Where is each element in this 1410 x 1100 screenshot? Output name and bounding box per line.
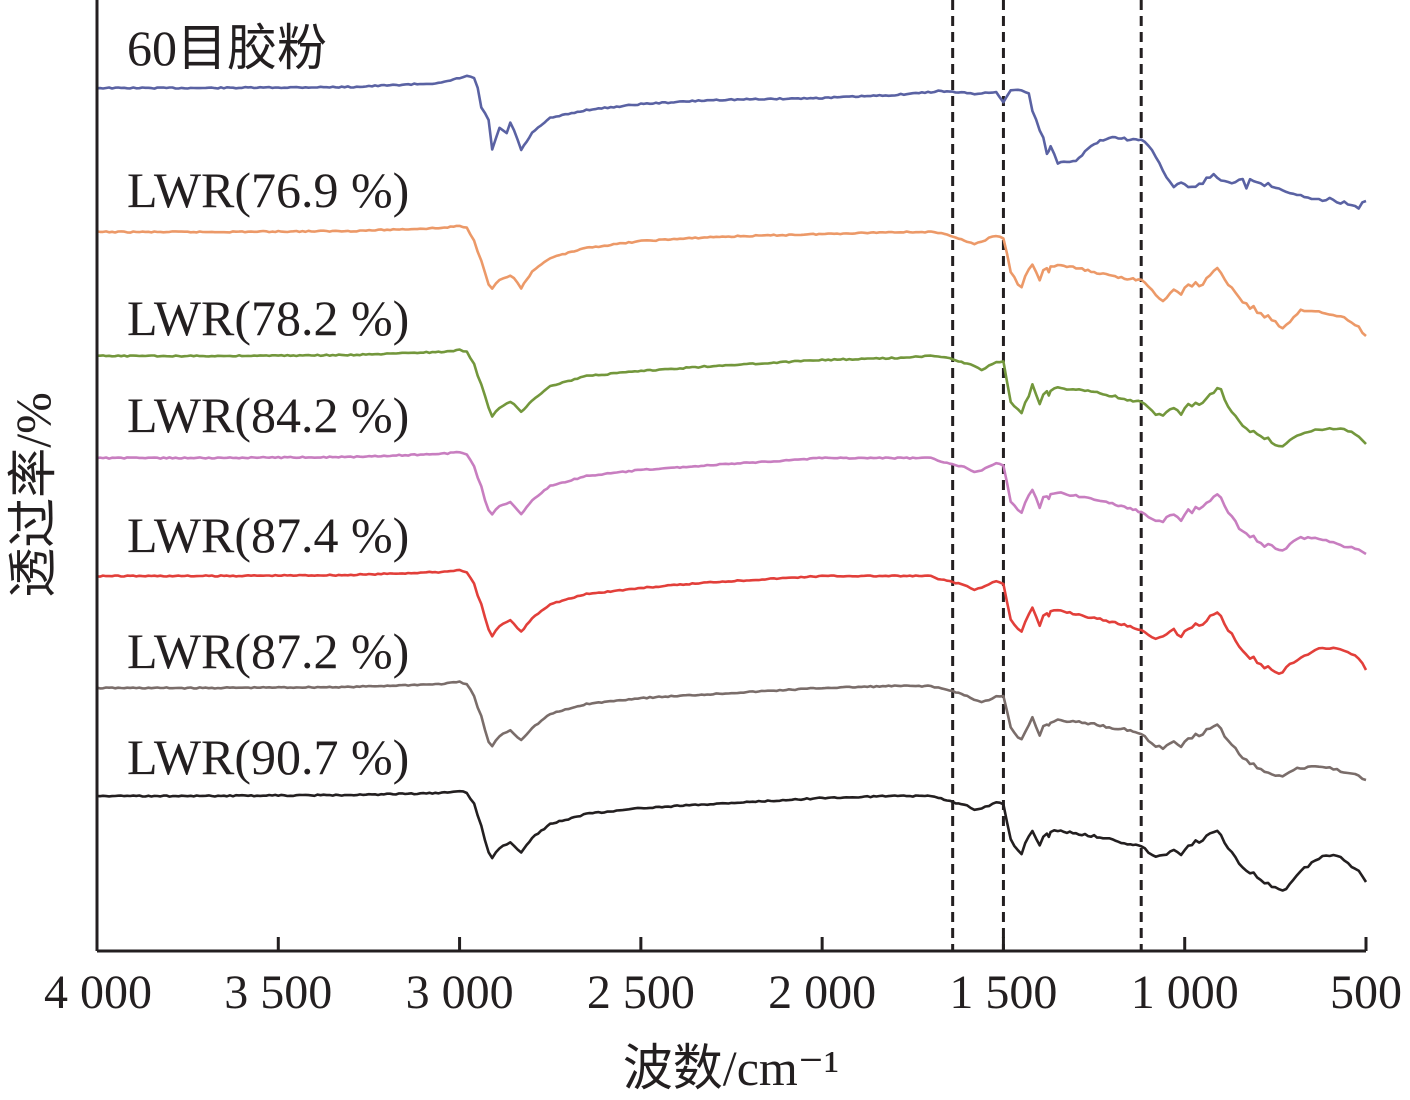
series-label-4: LWR(84.2 %) — [127, 387, 409, 443]
x-tick-label: 3 500 — [224, 966, 332, 1019]
series-line-6 — [96, 680, 1367, 782]
series-line-4 — [96, 450, 1367, 556]
x-tick-label: 4 000 — [44, 966, 152, 1019]
x-tick-label: 500 — [1330, 966, 1402, 1019]
series-line-3 — [97, 348, 1367, 448]
series-label-2: LWR(76.9 %) — [127, 162, 409, 218]
axes — [95, 0, 1366, 953]
series-line-1 — [96, 74, 1367, 210]
series-labels: 60目胶粉 LWR(76.9 %) LWR(78.2 %) LWR(84.2 %) LW… — [127, 20, 409, 785]
x-tick-label: 1 500 — [949, 966, 1057, 1019]
series-label-5: LWR(87.4 %) — [127, 507, 409, 563]
series-line-5 — [96, 568, 1368, 675]
reference-lines — [951, 0, 1143, 951]
series-label-6: LWR(87.2 %) — [127, 623, 409, 679]
x-tick-label: 3 000 — [406, 966, 514, 1019]
series-line-2 — [96, 224, 1367, 337]
x-tick-label: 2 000 — [768, 966, 876, 1019]
series-label-1: 60目胶粉 — [127, 20, 327, 76]
series-line-7 — [96, 789, 1368, 892]
x-ticks: 4 000 3 500 3 000 2 500 2 000 1 500 1 000 500 — [44, 937, 1402, 1019]
series-label-7: LWR(90.7 %) — [127, 729, 409, 785]
x-axis-label: 波数/cm⁻¹ — [623, 1040, 839, 1096]
x-tick-label: 2 500 — [587, 966, 695, 1019]
y-axis-label: 透过率/% — [5, 392, 61, 598]
series-label-3: LWR(78.2 %) — [127, 290, 409, 346]
x-tick-label: 1 000 — [1131, 966, 1239, 1019]
spectra-lines — [96, 74, 1368, 892]
